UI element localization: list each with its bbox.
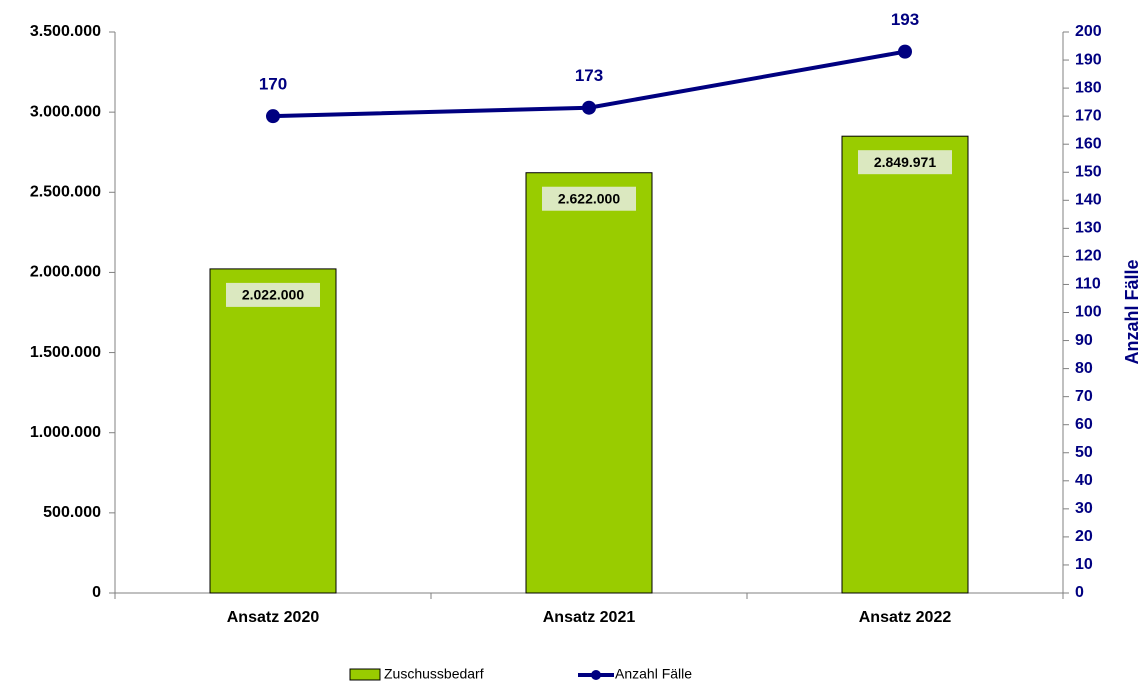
y2-tick-label: 50: [1075, 444, 1093, 461]
y-tick-label: 0: [92, 584, 101, 601]
y2-tick-label: 140: [1075, 192, 1102, 209]
bar-label: 2.849.971: [874, 154, 936, 170]
y-tick-label: 500.000: [43, 504, 101, 521]
y2-tick-label: 20: [1075, 528, 1093, 545]
y2-tick-label: 150: [1075, 163, 1102, 180]
bar: [209, 268, 337, 594]
y-tick-label: 2.000.000: [30, 264, 101, 281]
y2-tick-label: 130: [1075, 220, 1102, 237]
line-point: [266, 109, 280, 124]
line-point: [582, 100, 596, 115]
bar-label-bg: [226, 282, 320, 307]
x-tick-label: Ansatz 2021: [543, 609, 636, 626]
y2-tick-label: 0: [1075, 584, 1084, 601]
y-tick-label: 3.000.000: [30, 103, 101, 120]
y2-tick-label: 190: [1075, 51, 1102, 68]
y2-tick-label: 70: [1075, 388, 1093, 405]
y2-tick-label: 90: [1075, 332, 1093, 349]
line-label: 170: [259, 75, 287, 94]
bar-label: 2.022.000: [242, 287, 304, 303]
bar-label-bg: [858, 150, 952, 175]
x-tick-label: Ansatz 2022: [859, 609, 952, 626]
bar: [525, 172, 653, 594]
y2-tick-label: 100: [1075, 304, 1102, 321]
y2-tick-label: 180: [1075, 79, 1102, 96]
legend-swatch: [349, 668, 381, 681]
line-point: [898, 44, 912, 59]
y2-tick-label: 120: [1075, 248, 1102, 265]
line-label: 173: [575, 66, 603, 85]
x-tick-label: Ansatz 2020: [227, 609, 320, 626]
y-tick-label: 3.500.000: [30, 23, 101, 40]
legend-label: Anzahl Fälle: [615, 666, 692, 682]
y2-tick-label: 160: [1075, 135, 1102, 152]
y2-tick-label: 10: [1075, 556, 1093, 573]
legend-label: Zuschussbedarf: [384, 666, 484, 682]
y2-tick-label: 110: [1075, 276, 1101, 293]
y2-tick-label: 30: [1075, 500, 1093, 517]
y2-tick-label: 40: [1075, 472, 1093, 489]
line-label: 193: [891, 10, 919, 29]
y2-tick-label: 60: [1075, 416, 1093, 433]
legend-marker: [591, 670, 601, 680]
y2-tick-label: 170: [1075, 107, 1102, 124]
y2-tick-label: 200: [1075, 23, 1102, 40]
y-tick-label: 1.000.000: [30, 424, 101, 441]
y-tick-label: 2.500.000: [30, 184, 101, 201]
y2-axis-label: Anzahl Fälle: [1122, 259, 1142, 364]
y-tick-label: 1.500.000: [30, 344, 101, 361]
bar-label-bg: [542, 186, 636, 211]
y2-tick-label: 80: [1075, 360, 1093, 377]
bar: [841, 135, 969, 594]
bar-label: 2.622.000: [558, 190, 620, 206]
